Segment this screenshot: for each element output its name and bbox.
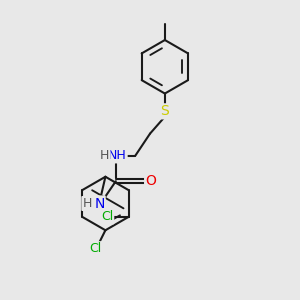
Text: S: S xyxy=(160,104,169,118)
Text: H: H xyxy=(82,197,92,210)
Text: N: N xyxy=(94,196,105,211)
Text: NH: NH xyxy=(108,149,127,162)
Text: H: H xyxy=(100,149,110,162)
Text: O: O xyxy=(145,174,156,188)
Text: Cl: Cl xyxy=(89,242,101,255)
Text: Cl: Cl xyxy=(101,210,113,224)
